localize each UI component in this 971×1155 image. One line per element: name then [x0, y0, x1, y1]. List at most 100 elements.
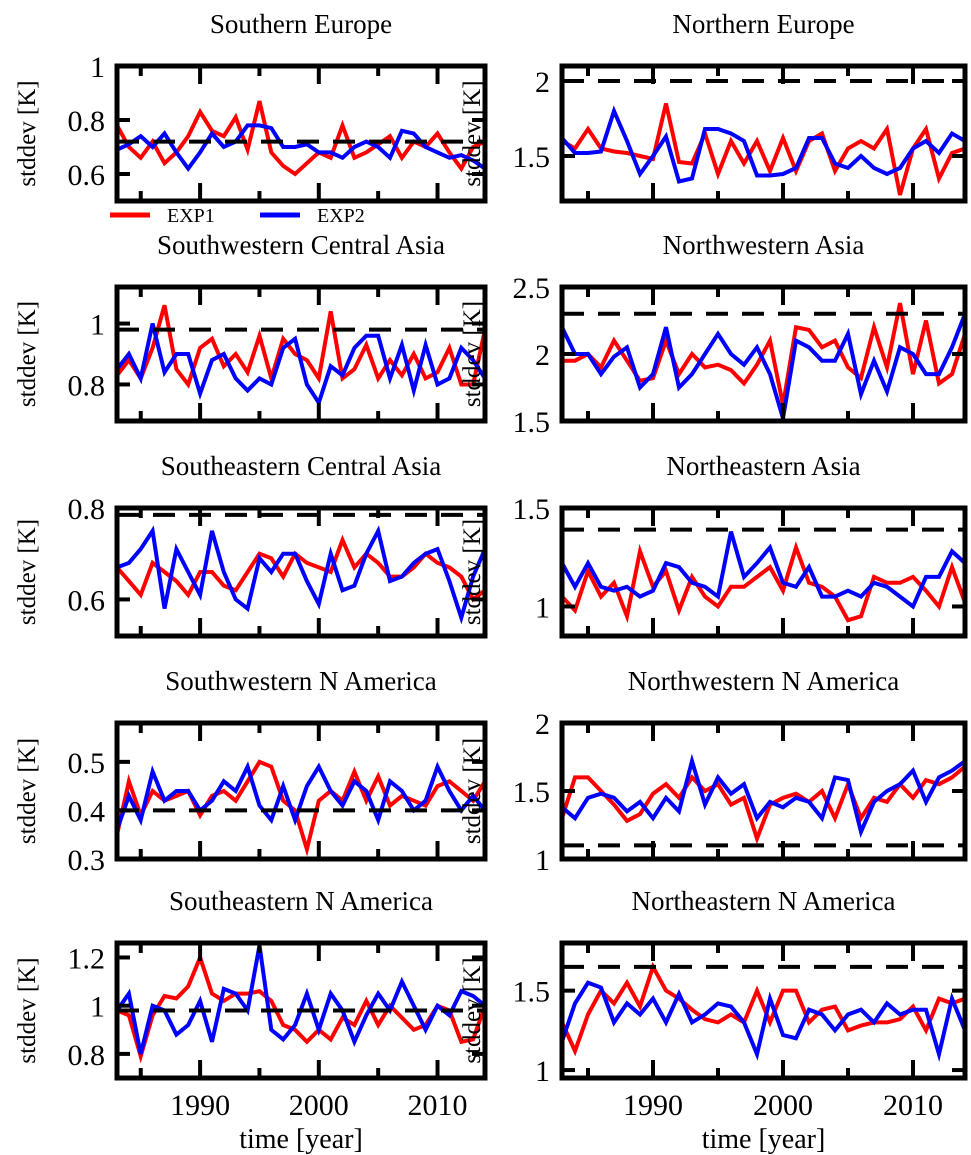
- chart-9-ytick-label: 1: [90, 991, 105, 1024]
- chart-7: Southwestern N America stddev [K] 0.3 0.4 0.…: [14, 666, 488, 877]
- chart-1: Southern Europe stddev [K] 0.6 0.8 1: [14, 9, 488, 204]
- chart-6-ylabel: stddev [K]: [459, 519, 486, 625]
- chart-2-series-exp2-line: [562, 105, 965, 184]
- chart-6-series-exp2-line: [562, 531, 965, 610]
- chart-5-ylabel: stddev [K]: [14, 519, 41, 625]
- chart-10-ytick-label: 1: [535, 1055, 550, 1088]
- chart-8-ytick-label: 1.5: [513, 776, 551, 809]
- chart-9-ytick-label: 0.8: [68, 1039, 106, 1072]
- chart-10-title: Northeastern N America: [632, 886, 896, 916]
- chart-5: Southeastern Central Asia stddev [K] 0.6 0.…: [14, 451, 488, 639]
- chart-8: Northwestern N America stddev [K] 1 1.5 2: [459, 666, 968, 877]
- chart-7-ytick-label: 0.5: [68, 747, 106, 780]
- chart-3-frame: [114, 284, 488, 424]
- chart-4-title: Northwestern Asia: [663, 230, 865, 260]
- chart-4-series-exp1-line: [562, 302, 965, 406]
- chart-9-xtick-label: 1990: [170, 1089, 230, 1122]
- chart-9-data: [117, 945, 485, 1064]
- chart-4-ytick-label: 2: [535, 339, 550, 372]
- chart-1-frame: [114, 63, 488, 204]
- chart-10-frame: [559, 940, 968, 1081]
- legend-label-exp1: EXP1: [167, 205, 215, 227]
- chart-6-title: Northeastern Asia: [666, 451, 860, 481]
- chart-3-ytick-label: 1: [90, 309, 105, 342]
- chart-10-data: [562, 961, 965, 1063]
- chart-8-ytick-label: 1: [535, 844, 550, 877]
- chart-2-ytick-label: 2: [535, 66, 550, 99]
- chart-5-ytick-label: 0.8: [68, 493, 106, 526]
- chart-9-title: Southeastern N America: [169, 886, 433, 916]
- chart-1-series-exp1-line: [117, 100, 485, 177]
- chart-10-xtick-label: 2010: [883, 1089, 943, 1122]
- chart-6-frame: [559, 505, 968, 639]
- chart-10-xtick-label: 2000: [753, 1089, 813, 1122]
- chart-10-series-exp1-line: [562, 961, 965, 1057]
- chart-4-ytick-label: 1.5: [513, 406, 551, 439]
- chart-7-ytick-label: 0.3: [68, 844, 106, 877]
- chart-2-ylabel: stddev [K]: [459, 80, 486, 186]
- chart-1-data: [117, 100, 485, 177]
- chart-6-series-exp1-line: [562, 541, 965, 624]
- chart-9-xtick-label: 2010: [408, 1089, 468, 1122]
- chart-7-ylabel: stddev [K]: [14, 738, 41, 844]
- chart-10-ylabel: stddev [K]: [459, 957, 486, 1063]
- chart-2: Northern Europe stddev [K] 1.5 2: [459, 9, 968, 204]
- chart-1-series-exp2-line: [117, 123, 485, 172]
- chart-4: Northwestern Asia stddev [K] 1.5 2 2.5: [459, 230, 968, 439]
- chart-4-series-exp2-line: [562, 313, 965, 419]
- chart-10: Northeastern N America stddev [K] 1 1.5 1990…: [459, 886, 968, 1155]
- chart-3: Southwestern Central Asia stddev [K] 0.8 1: [14, 230, 488, 424]
- chart-1-ytick-label: 1: [90, 51, 105, 84]
- chart-3-ytick-label: 0.8: [68, 369, 106, 402]
- chart-10-xtick-label: 1990: [623, 1089, 683, 1122]
- chart-9-ytick-label: 1.2: [68, 942, 106, 975]
- chart-2-frame: [559, 63, 968, 204]
- chart-7-frame: [114, 720, 488, 862]
- chart-3-data: [117, 304, 485, 408]
- chart-5-series-exp2-line: [117, 525, 485, 625]
- chart-9-ylabel: stddev [K]: [14, 957, 41, 1063]
- chart-3-title: Southwestern Central Asia: [157, 230, 445, 260]
- chart-2-ytick-label: 1.5: [513, 141, 551, 174]
- chart-10-ytick-label: 1.5: [513, 976, 551, 1009]
- chart-8-title: Northwestern N America: [628, 666, 899, 696]
- chart-1-title: Southern Europe: [210, 9, 392, 39]
- chart-6-ytick-label: 1.5: [513, 493, 551, 526]
- chart-1-ylabel: stddev [K]: [14, 80, 41, 186]
- panels: Southern Europe stddev [K] 0.6 0.8 1 Northern…: [14, 9, 968, 1155]
- chart-5-frame: [114, 505, 488, 639]
- chart-5-data: [117, 512, 485, 625]
- chart-4-ytick-label: 2.5: [513, 272, 551, 305]
- chart-8-ylabel: stddev [K]: [459, 738, 486, 844]
- chart-2-title: Northern Europe: [672, 9, 854, 39]
- chart-10-xlabel: time [year]: [702, 1124, 826, 1155]
- chart-6: Northeastern Asia stddev [K] 1 1.5: [459, 451, 968, 639]
- chart-9: Southeastern N America stddev [K] 0.8 1 1.2 1…: [14, 886, 488, 1155]
- chart-1-ytick-label: 0.6: [68, 159, 106, 192]
- chart-4-data: [562, 302, 965, 419]
- chart-7-title: Southwestern N America: [165, 666, 436, 696]
- chart-10-series-exp2-line: [562, 980, 965, 1063]
- chart-3-ylabel: stddev [K]: [14, 301, 41, 407]
- chart-6-data: [562, 527, 965, 624]
- chart-8-ytick-label: 2: [535, 708, 550, 741]
- chart-1-ytick-label: 0.8: [68, 105, 106, 138]
- chart-8-series-exp2-line: [562, 753, 965, 838]
- chart-4-ylabel: stddev [K]: [459, 301, 486, 407]
- chart-2-series-exp1-line: [562, 103, 965, 196]
- chart-7-series-exp2-line: [117, 761, 485, 831]
- chart-8-data: [562, 753, 965, 848]
- chart-9-xlabel: time [year]: [239, 1124, 363, 1155]
- chart-7-ytick-label: 0.4: [68, 795, 106, 828]
- chart-5-title: Southeastern Central Asia: [161, 451, 441, 481]
- chart-9-xtick-label: 2000: [289, 1089, 349, 1122]
- chart-2-data: [562, 79, 965, 196]
- chart-5-ytick-label: 0.6: [68, 584, 106, 617]
- legend-label-exp2: EXP2: [317, 205, 365, 227]
- legend: EXP1 EXP2: [110, 205, 365, 227]
- chart-7-data: [117, 759, 485, 857]
- chart-3-series-exp1-line: [117, 304, 485, 389]
- chart-3-series-exp2-line: [117, 323, 485, 408]
- chart-6-ytick-label: 1: [535, 591, 550, 624]
